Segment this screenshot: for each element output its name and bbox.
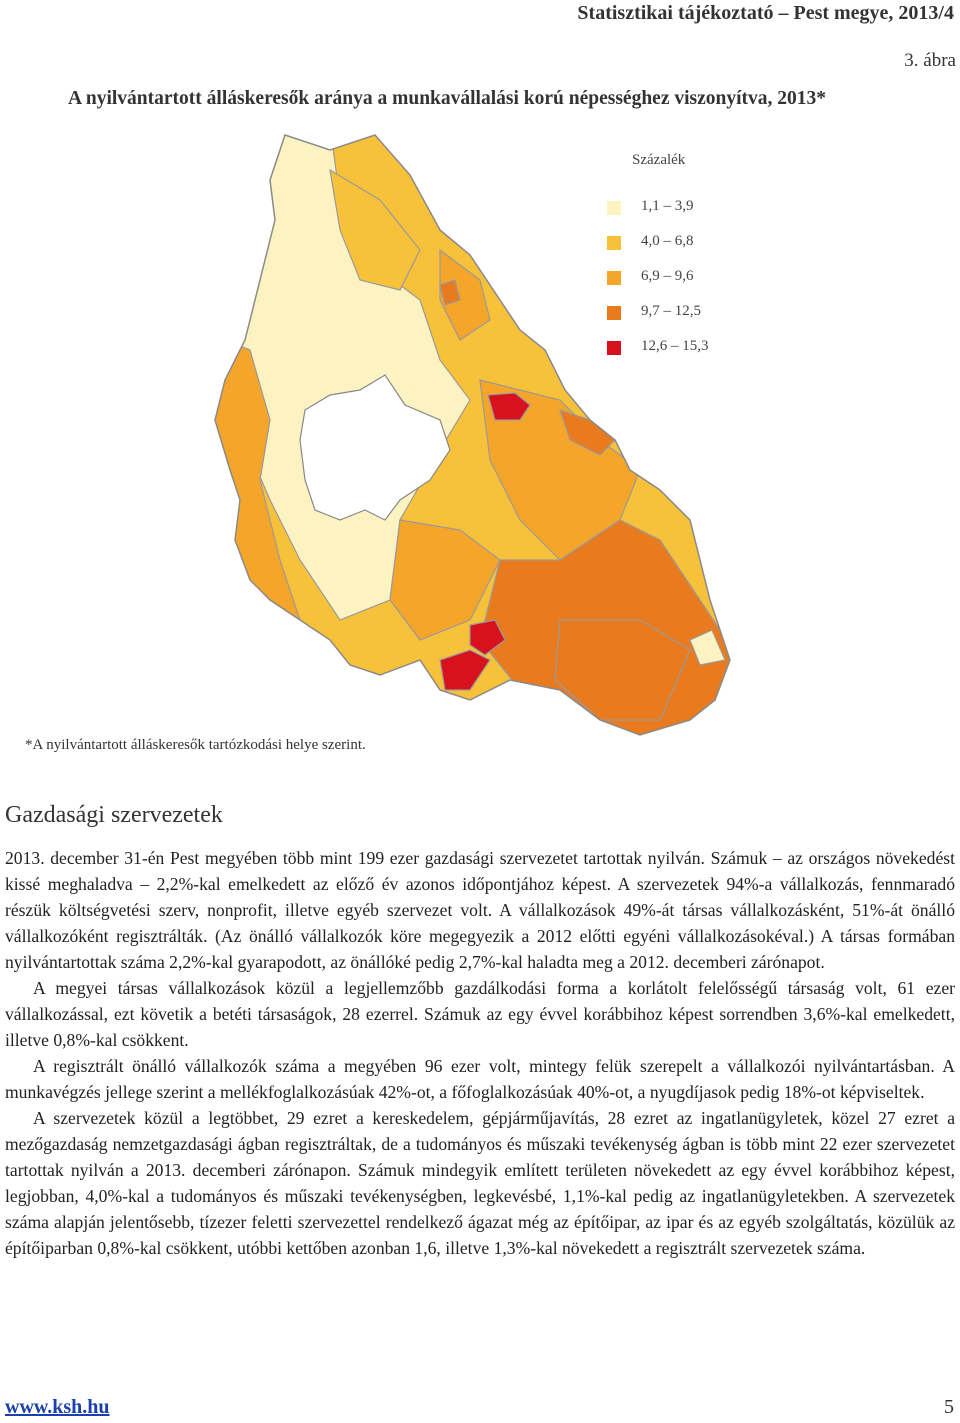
region xyxy=(487,392,531,421)
section-heading: Gazdasági szervezetek xyxy=(5,802,223,828)
page-number: 5 xyxy=(944,1396,954,1418)
legend-swatch xyxy=(607,271,621,285)
region xyxy=(469,619,506,656)
paragraph: A regisztrált önálló vállalkozók száma a… xyxy=(5,1056,955,1102)
region xyxy=(559,409,616,456)
region xyxy=(389,519,501,641)
region xyxy=(439,649,491,691)
footnote: *A nyilvántartott álláskeresők tartózkod… xyxy=(25,737,366,753)
county-regions xyxy=(215,135,730,735)
legend-label: 9,7 – 12,5 xyxy=(641,303,701,319)
choropleth-map xyxy=(214,134,731,736)
running-title: Statisztikai tájékoztató – Pest megye, 2… xyxy=(577,2,954,24)
legend-title: Százalék xyxy=(632,152,686,168)
body-text: 2013. december 31-én Pest megyében több … xyxy=(5,845,955,1261)
region xyxy=(439,248,491,341)
legend-swatch xyxy=(607,341,621,355)
region xyxy=(554,619,691,721)
paragraph: A szervezetek közül a legtöbbet, 29 ezre… xyxy=(5,1108,955,1258)
region xyxy=(329,168,421,291)
capital-area xyxy=(299,374,451,521)
region xyxy=(689,629,726,666)
paragraph: A megyei társas vállalkozások közül a le… xyxy=(5,978,955,1050)
legend-label: 6,9 – 9,6 xyxy=(641,268,694,284)
county-border xyxy=(214,134,731,736)
paragraph: 2013. december 31-én Pest megyében több … xyxy=(5,848,955,972)
legend-label: 12,6 – 15,3 xyxy=(641,338,709,354)
legend-swatch xyxy=(607,236,621,250)
legend-swatch xyxy=(607,306,621,320)
legend-label: 1,1 – 3,9 xyxy=(641,198,694,214)
legend-swatch xyxy=(607,201,621,215)
figure-number: 3. ábra xyxy=(904,50,956,71)
footer-link[interactable]: www.ksh.hu xyxy=(5,1396,110,1418)
legend-label: 4,0 – 6,8 xyxy=(641,233,694,249)
region xyxy=(439,279,461,306)
figure-title: A nyilvántartott álláskeresők aránya a m… xyxy=(68,88,827,109)
